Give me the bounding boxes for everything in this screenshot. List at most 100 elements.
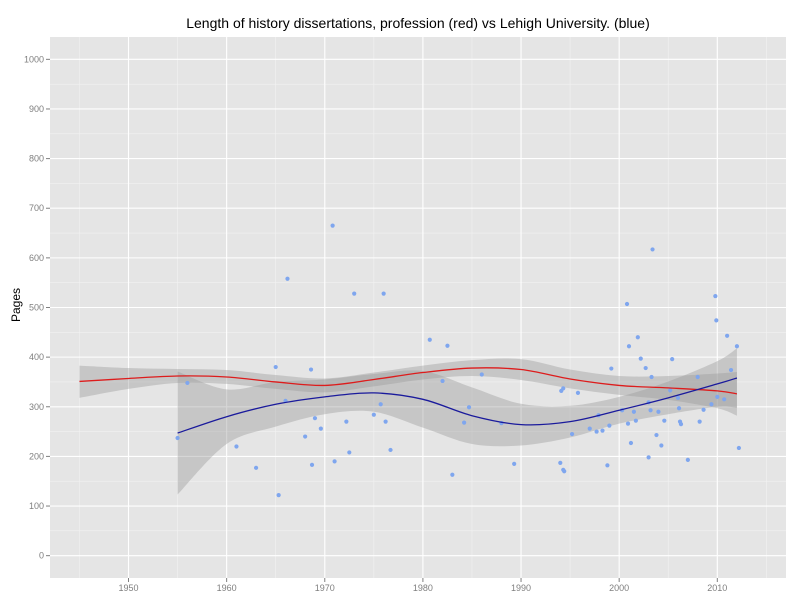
data-point (569, 431, 575, 437)
y-tick-label: 200 (29, 451, 44, 461)
x-tick-label: 1990 (511, 583, 531, 593)
data-point (675, 395, 681, 400)
data-point (512, 461, 517, 466)
data-point (285, 276, 290, 281)
data-point (713, 293, 718, 299)
y-ticks: 0 100 200 300 400 500 600 700 800 900 1000 (24, 54, 50, 561)
data-point (648, 408, 653, 413)
y-tick-label: 400 (29, 352, 44, 362)
y-tick-label: 600 (29, 253, 44, 263)
data-point (626, 344, 632, 349)
data-point (445, 343, 450, 348)
data-point (643, 365, 648, 371)
x-tick-label: 1980 (413, 583, 433, 593)
smooth-lines (79, 367, 738, 434)
data-point (466, 405, 472, 410)
data-point (638, 356, 643, 361)
data-point (276, 493, 281, 498)
data-point (709, 402, 714, 407)
data-point (736, 445, 741, 451)
data-point (605, 463, 610, 468)
data-point (309, 462, 315, 467)
y-tick-label: 100 (29, 501, 44, 511)
y-tick-label: 800 (29, 154, 44, 164)
data-point (312, 416, 318, 421)
grid-minor (50, 37, 786, 578)
x-tick-label: 1960 (217, 583, 237, 593)
grid-major (50, 37, 786, 578)
data-point (253, 465, 259, 470)
data-point (607, 423, 612, 428)
data-point (378, 402, 383, 407)
data-point (330, 223, 335, 228)
data-point (695, 374, 700, 380)
data-point (381, 291, 386, 296)
data-point (722, 397, 727, 402)
data-point (427, 337, 432, 342)
data-point (631, 409, 636, 414)
data-point (625, 421, 631, 426)
data-point (479, 372, 484, 377)
data-point (175, 435, 180, 441)
data-point (609, 366, 614, 371)
data-point (633, 418, 638, 423)
y-tick-label: 0 (39, 551, 44, 561)
data-point (725, 333, 730, 338)
x-tick-label: 2010 (707, 583, 727, 593)
data-point (234, 444, 239, 449)
data-points (175, 223, 741, 498)
y-tick-label: 1000 (24, 54, 44, 64)
data-point (624, 301, 630, 307)
y-tick-label: 500 (29, 303, 44, 313)
data-point (649, 374, 654, 380)
data-point (600, 428, 605, 433)
data-point (676, 406, 682, 411)
y-tick-label: 900 (29, 104, 44, 114)
series-line-0 (79, 367, 738, 395)
data-point (670, 357, 675, 362)
data-point (714, 318, 719, 323)
data-point (318, 426, 323, 431)
data-point (562, 469, 567, 474)
data-point (308, 367, 314, 372)
data-point (685, 457, 690, 462)
x-tick-label: 2000 (609, 583, 629, 593)
data-point (678, 422, 684, 427)
data-point (344, 419, 349, 424)
y-tick-label: 300 (29, 402, 44, 412)
data-point (668, 388, 673, 393)
data-point (440, 378, 445, 384)
x-tick-label: 1970 (315, 583, 335, 593)
data-point (701, 407, 706, 412)
data-point (662, 418, 667, 423)
series-line-1 (177, 377, 738, 434)
data-point (462, 420, 467, 425)
data-point (728, 367, 734, 373)
data-point (659, 443, 664, 448)
data-point (628, 440, 634, 446)
data-point (383, 419, 388, 424)
data-point (575, 390, 581, 395)
data-point (587, 426, 592, 431)
x-ticks: 1950 1960 1970 1980 1990 2000 2010 (118, 578, 727, 593)
data-point (388, 447, 393, 453)
y-axis-label: Pages (9, 288, 23, 322)
confidence-band-0 (79, 358, 737, 416)
chart-title: Length of history dissertations, profess… (186, 15, 650, 31)
data-point (561, 386, 566, 391)
x-tick-label: 1950 (118, 583, 138, 593)
data-point (450, 472, 455, 477)
data-point (697, 419, 702, 424)
data-point (715, 394, 720, 399)
data-point (332, 459, 337, 464)
data-point (656, 409, 661, 414)
data-point (635, 335, 640, 340)
data-point (646, 455, 651, 460)
data-point (185, 380, 190, 386)
data-point (352, 291, 357, 296)
data-point (594, 429, 599, 434)
data-point (371, 412, 376, 417)
data-point (650, 247, 655, 252)
data-point (273, 364, 278, 370)
